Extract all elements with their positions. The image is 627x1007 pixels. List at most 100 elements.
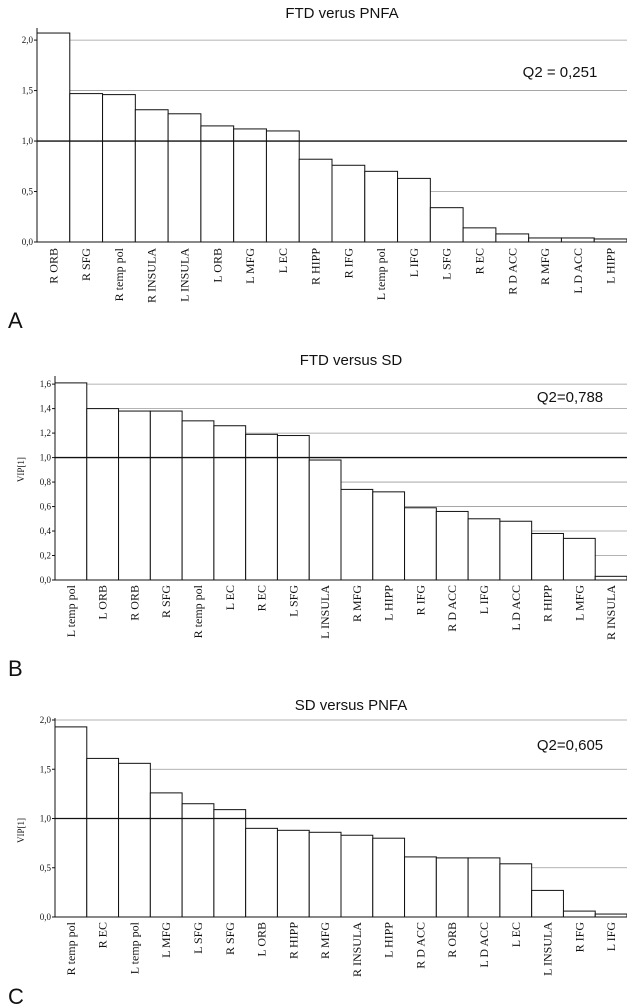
- category-label: R ORB: [445, 922, 459, 958]
- bar-r-orb: [435, 857, 469, 918]
- bar-l-insula: [167, 113, 202, 243]
- category-label: L SFG: [286, 585, 300, 617]
- bar-l-mfg: [233, 128, 267, 243]
- bar-r-d-acc: [495, 233, 530, 243]
- category-label: R INSULA: [350, 922, 364, 977]
- bar-r-d-acc: [435, 510, 469, 581]
- category-label: L ORB: [255, 922, 269, 957]
- category-label: R D ACC: [505, 248, 519, 295]
- category-label: L MFG: [572, 585, 586, 621]
- bar-r-d-acc: [404, 856, 437, 918]
- bar-l-ec: [499, 863, 533, 918]
- category-label: R temp pol: [191, 584, 205, 638]
- category-label: R EC: [473, 248, 487, 274]
- category-label: R HIPP: [541, 585, 555, 622]
- category-label: R SFG: [223, 922, 237, 955]
- y-tick-label: 0,6: [40, 502, 52, 512]
- panel-letter: A: [8, 308, 23, 333]
- bar-l-insula: [308, 459, 342, 581]
- category-label: L EC: [509, 922, 523, 947]
- bar-l-ifg: [467, 518, 501, 581]
- category-label: L IFG: [604, 922, 618, 952]
- bar-l-temp-pol: [54, 382, 88, 581]
- bar-r-ec: [462, 227, 497, 243]
- category-label: R INSULA: [604, 585, 618, 640]
- bar-l-insula: [531, 889, 564, 918]
- category-label: L temp pol: [374, 247, 388, 300]
- bar-l-orb: [86, 408, 120, 581]
- category-label: R EC: [96, 922, 110, 948]
- category-label: L EC: [276, 248, 290, 273]
- category-label: L HIPP: [604, 248, 618, 284]
- y-tick-label: 1,0: [40, 453, 52, 463]
- category-label: R HIPP: [309, 248, 323, 285]
- bar-l-ifg: [397, 177, 431, 243]
- y-tick-label: 1,0: [22, 136, 34, 146]
- bar-l-mfg: [562, 537, 596, 581]
- chart-title: FTD verus PNFA: [285, 5, 398, 22]
- bar-l-orb: [245, 827, 278, 918]
- category-label: L HIPP: [382, 922, 396, 958]
- category-label: R HIPP: [286, 922, 300, 959]
- y-tick-label: 1,0: [40, 814, 52, 824]
- y-axis-label: VIP[1]: [16, 457, 26, 482]
- bar-l-sfg: [429, 207, 464, 243]
- category-label: L HIPP: [382, 585, 396, 621]
- category-label: R temp pol: [112, 247, 126, 301]
- bar-l-sfg: [276, 435, 310, 581]
- y-tick-label: 0,4: [40, 526, 52, 536]
- category-label: R EC: [255, 585, 269, 611]
- y-axis-label: VIP[1]: [16, 818, 26, 843]
- category-label: R D ACC: [445, 585, 459, 632]
- bar-r-sfg: [213, 809, 247, 918]
- chart-title: SD versus PNFA: [295, 697, 408, 714]
- category-label: L INSULA: [541, 922, 555, 976]
- category-label: R temp pol: [64, 921, 78, 975]
- category-label: L temp pol: [64, 584, 78, 637]
- y-tick-label: 2,0: [22, 35, 34, 45]
- q2-annotation: Q2 = 0,251: [523, 64, 598, 81]
- bar-l-temp-pol: [118, 762, 151, 918]
- category-label: L IFG: [477, 585, 491, 615]
- bar-r-ifg: [404, 507, 437, 581]
- category-label: R MFG: [538, 248, 552, 285]
- category-label: L temp pol: [127, 921, 141, 974]
- bar-l-d-acc: [467, 857, 501, 918]
- bar-r-insula: [340, 834, 374, 918]
- bar-r-insula: [594, 575, 627, 581]
- y-tick-label: 0,8: [40, 477, 52, 487]
- category-label: L INSULA: [318, 585, 332, 639]
- category-label: R IFG: [341, 248, 355, 279]
- bar-r-ifg: [331, 164, 366, 243]
- q2-annotation: Q2=0,605: [537, 737, 603, 754]
- category-label: L INSULA: [178, 248, 192, 302]
- panel-letter: C: [8, 984, 24, 1007]
- bar-l-d-acc: [499, 520, 533, 581]
- y-tick-label: 1,5: [40, 764, 52, 774]
- bar-l-temp-pol: [364, 170, 399, 243]
- bar-r-mfg: [528, 237, 562, 243]
- y-tick-label: 0,5: [22, 187, 34, 197]
- category-label: R ORB: [46, 248, 60, 284]
- y-tick-label: 0,2: [40, 551, 51, 561]
- category-label: R ORB: [127, 585, 141, 621]
- category-label: L D ACC: [477, 922, 491, 968]
- y-tick-label: 2,0: [40, 715, 52, 725]
- category-label: L IFG: [407, 248, 421, 278]
- bar-r-sfg: [69, 93, 104, 243]
- category-label: R INSULA: [145, 248, 159, 303]
- y-tick-label: 1,5: [22, 86, 34, 96]
- chart-panel-c: SD versus PNFA 0,0 0,5 1,0 1,5 2,0 VIP[1] R tem…: [8, 697, 627, 1007]
- category-label: L ORB: [96, 585, 110, 620]
- bar-r-hipp: [298, 158, 333, 243]
- bar-r-orb: [118, 410, 151, 581]
- y-tick-label: 1,2: [40, 428, 51, 438]
- bar-r-ec: [86, 757, 120, 918]
- q2-annotation: Q2=0,788: [537, 389, 603, 406]
- bar-r-temp-pol: [102, 94, 136, 243]
- panel-letter: B: [8, 656, 23, 681]
- bar-l-hipp: [372, 491, 406, 581]
- bar-r-hipp: [531, 532, 564, 581]
- y-tick-label: 0,0: [22, 237, 34, 247]
- bar-l-mfg: [149, 792, 183, 918]
